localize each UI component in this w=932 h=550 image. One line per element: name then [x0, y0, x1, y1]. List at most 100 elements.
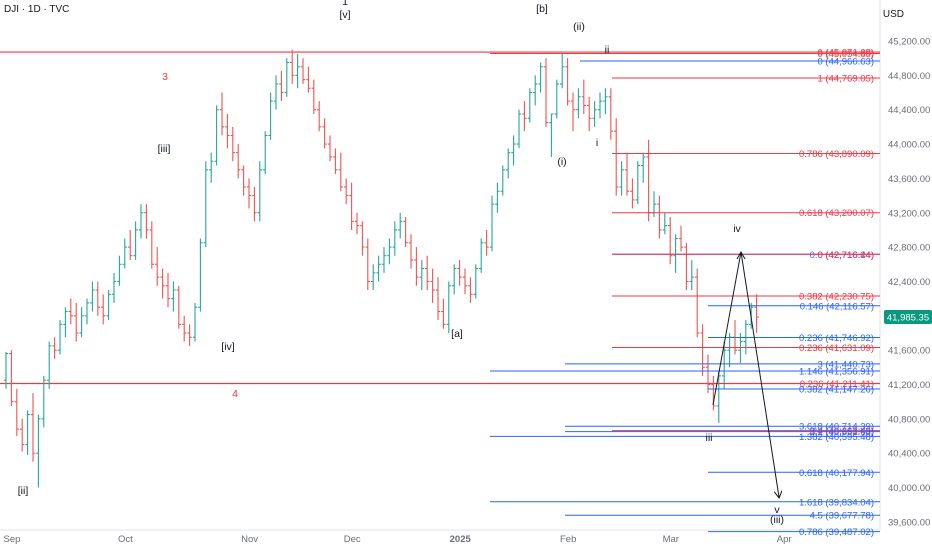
wave-label: (iii) [770, 514, 784, 526]
ohlc-bar [14, 388, 19, 437]
ohlc-bar [646, 139, 651, 222]
ohlc-bar [263, 131, 268, 175]
ohlc-bar [338, 152, 343, 192]
ohlc-bar [500, 165, 505, 196]
ohlc-bar [387, 238, 392, 265]
price-axis-tick: 42,400.00 [888, 277, 930, 288]
symbol-title[interactable]: DJI · 1D · TVC [4, 4, 70, 15]
time-axis-label: Sep [4, 534, 21, 545]
ohlc-bar [79, 307, 84, 338]
last-price-label: 41,985.35 [887, 313, 929, 324]
ohlc-bar [538, 62, 543, 93]
ohlc-bar [268, 92, 273, 140]
ohlc-bar [182, 315, 187, 342]
ohlc-bar [317, 101, 322, 132]
ohlc-bar [684, 242, 689, 291]
fib-level-label: 1.146 (41,356.91) [799, 367, 874, 378]
ohlc-bar [25, 410, 30, 455]
ohlc-bar [457, 259, 462, 286]
wave-label: 1 [342, 0, 348, 8]
fib-level-label: 0.236 (41,211.41) [800, 379, 874, 390]
time-axis-label: Oct [118, 534, 133, 545]
ohlc-bar [678, 225, 684, 252]
fib-level-label: 0.146 (42,116.57) [800, 301, 874, 312]
wave-label: (ii) [573, 21, 585, 33]
ohlc-bar [284, 58, 289, 97]
ohlc-bar [398, 212, 403, 239]
ohlc-bar [554, 79, 559, 119]
ohlc-bar [30, 393, 36, 462]
ohlc-bar [511, 135, 516, 166]
ohlc-bar [435, 277, 441, 321]
ohlc-bar [360, 221, 365, 256]
ohlc-bar [716, 371, 721, 424]
ohlc-bar [581, 79, 586, 114]
projection-path [712, 251, 779, 497]
ohlc-bar [549, 113, 554, 157]
ohlc-bar [187, 324, 192, 346]
ohlc-bar [543, 58, 549, 127]
ohlc-bar [700, 324, 705, 376]
price-axis-tick: 40,400.00 [888, 449, 930, 460]
price-axis-tick: 40,800.00 [888, 414, 930, 425]
ohlc-bar [592, 101, 597, 127]
ohlc-bar [20, 418, 25, 452]
wave-label: i [596, 137, 598, 149]
ohlc-bar [84, 298, 90, 325]
ohlc-bar [641, 152, 646, 183]
wave-labels: [ii] [iii] [iv] 1[v] [a] [b] (ii) ii (i) i iv iii v(… [18, 0, 784, 526]
wave-label: ii [605, 44, 610, 56]
wave-label: [a] [451, 328, 463, 340]
ohlc-bar [327, 135, 333, 162]
fib-levels: 0 (45,071.28)0 (45,054.85)0 (44,966.63)1… [490, 48, 880, 538]
price-axis-tick: 42,800.00 [888, 243, 930, 254]
price-axis-tick: 44,000.00 [888, 140, 930, 151]
ohlc-bar [111, 272, 117, 303]
fib-level-label: 0.0 (42,716.44) [810, 250, 874, 261]
fib-level-label: 0.786 (39,487.02) [799, 527, 874, 538]
ohlc-bar [597, 92, 603, 119]
time-axis-label: Mar [663, 534, 679, 545]
ohlc-bar [47, 341, 52, 389]
fib-level-label: 0.236 (41,631.09) [799, 343, 874, 354]
ohlc-bar [122, 238, 127, 269]
ohlc-bar [144, 204, 149, 239]
last-price-badge [884, 310, 932, 325]
ohlc-bar [473, 264, 478, 299]
fib-level-label: 3.2 (40,651.68) [810, 427, 874, 438]
ohlc-bar [722, 341, 727, 389]
price-axis-tick: 44,400.00 [888, 105, 930, 116]
ohlc-bar [138, 204, 144, 239]
ohlc-bar [349, 182, 354, 230]
ohlc-bar [68, 298, 73, 325]
ohlc-bar [176, 285, 181, 329]
ohlc-bar [203, 161, 208, 248]
ohlc-bar [560, 53, 565, 89]
ohlc-bar [695, 268, 700, 338]
ohlc-bar [522, 101, 527, 132]
ohlc-bar [371, 264, 376, 291]
ohlc-bar [527, 88, 532, 123]
price-axis-tick: 39,600.00 [888, 517, 930, 528]
ohlc-bar [192, 302, 198, 342]
ohlc-bar [230, 126, 235, 162]
ohlc-bar [673, 234, 678, 273]
price-axis-tick: 41,200.00 [888, 380, 930, 391]
ohlc-bar [657, 195, 662, 239]
fib-level-label: 0.236 (41,746.92) [799, 333, 874, 344]
currency-label: USD [882, 9, 904, 20]
ohlc-bar [392, 221, 397, 256]
wave-label: 4 [232, 388, 238, 400]
price-axis-tick: 45,200.00 [888, 37, 930, 48]
price-axis: 45,200.00 44,800.00 44,400.00 44,000.00 43,6… [888, 37, 930, 529]
ohlc-bar [533, 75, 538, 106]
ohlc-bar [603, 88, 608, 114]
price-axis-tick: 40,000.00 [888, 483, 930, 494]
ohlc-bar [689, 259, 694, 291]
ohlc-bar [236, 144, 241, 179]
ohlc-bar [63, 307, 68, 338]
time-axis-label: Dec [344, 534, 361, 545]
ohlc-bar [198, 238, 203, 312]
